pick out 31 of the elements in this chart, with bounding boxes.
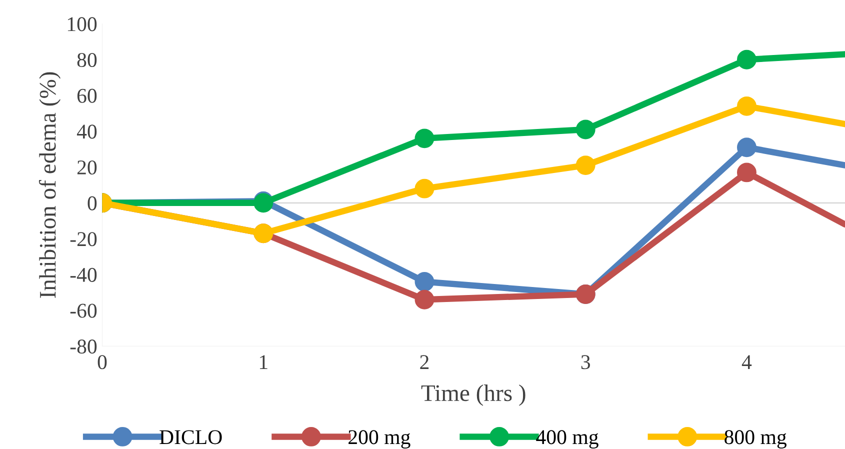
point — [414, 128, 434, 148]
x-tick-label: 2 — [420, 355, 429, 369]
y-tick-label: -40 — [70, 268, 97, 282]
y-tick-label: 40 — [76, 124, 97, 139]
x-axis-title: Time (hrs ) — [421, 384, 526, 406]
y-axis-title: Inhibition of edema (%) — [38, 72, 61, 298]
legend-label: DICLO — [160, 430, 222, 444]
y-tick-label: 0 — [88, 196, 97, 210]
x-tick-label: 0 — [98, 355, 107, 370]
y-tick-label: 20 — [77, 160, 97, 175]
point — [736, 162, 756, 182]
legend-label: 800 mg — [724, 430, 786, 448]
x-tick-label: 1 — [260, 355, 268, 369]
legend-label: 400 mg — [536, 430, 598, 448]
y-tick-label: 60 — [77, 88, 97, 103]
point — [414, 290, 434, 310]
y-tick-label: -80 — [70, 340, 97, 354]
y-tick-label: -60 — [70, 304, 97, 318]
y-tick-label: -20 — [70, 232, 97, 246]
point — [576, 120, 596, 140]
x-tick-label: 3 — [581, 355, 590, 370]
x-tick-label: 4 — [742, 355, 752, 369]
point — [736, 138, 756, 158]
point — [414, 178, 434, 198]
y-tick-label: 100 — [68, 17, 97, 32]
y-tick-label: 80 — [77, 52, 97, 68]
point — [736, 50, 756, 70]
point — [576, 156, 596, 176]
point — [414, 272, 434, 292]
legend-label: 200 mg — [348, 430, 410, 448]
point — [736, 96, 756, 116]
